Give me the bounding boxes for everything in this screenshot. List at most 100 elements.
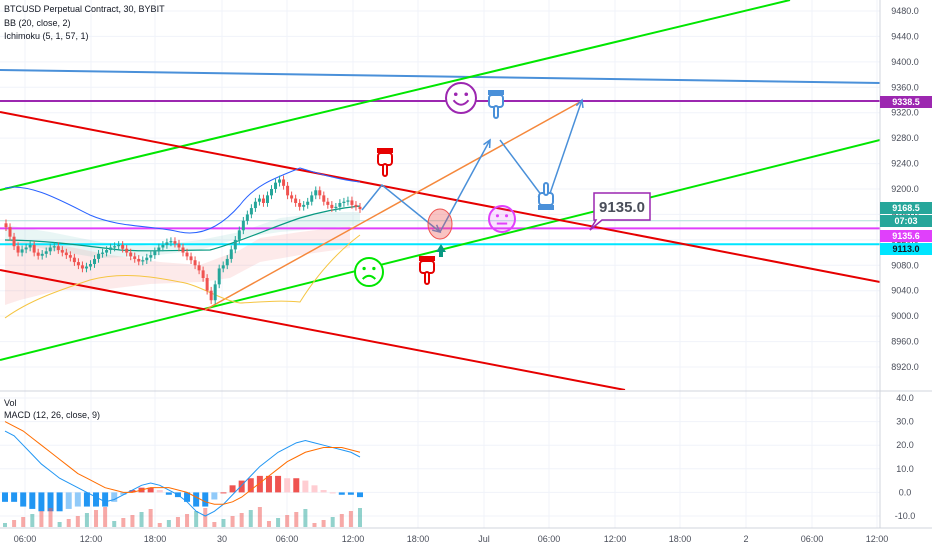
volume-bar bbox=[48, 508, 53, 527]
ichimoku-indicator-label[interactable]: Ichimoku (5, 1, 57, 1) bbox=[4, 31, 89, 41]
price-tick-label: 9320.0 bbox=[891, 108, 919, 118]
volume-bar bbox=[3, 523, 7, 527]
candle-body bbox=[201, 270, 205, 278]
macd-indicator-label[interactable]: MACD (12, 26, close, 9) bbox=[4, 410, 101, 420]
candle-body bbox=[32, 244, 36, 253]
candle-body bbox=[350, 200, 354, 205]
candle-body bbox=[314, 190, 318, 196]
happy-face-icon[interactable] bbox=[445, 82, 477, 114]
macd-histogram-bar bbox=[211, 492, 218, 500]
candle-body bbox=[161, 244, 165, 248]
macd-tick-label: 30.0 bbox=[896, 417, 914, 427]
candle-body bbox=[52, 246, 56, 248]
macd-histogram-bar bbox=[20, 492, 27, 507]
volume-bar bbox=[358, 508, 362, 527]
price-tag-bg bbox=[880, 96, 932, 108]
green-channel-top[interactable] bbox=[0, 0, 791, 191]
time-axis[interactable]: 06:00 12:00 18:00 30 06:00 12:00 18:00 Jul 06:00… bbox=[14, 534, 889, 544]
red-channel-bottom[interactable] bbox=[0, 269, 626, 390]
candle-body bbox=[72, 257, 76, 263]
neutral-face-icon[interactable] bbox=[488, 205, 516, 233]
pointing-hand-down-icon[interactable] bbox=[488, 90, 504, 119]
price-tag-label: 9113.0 bbox=[892, 244, 919, 254]
volume-bar bbox=[194, 511, 199, 527]
candle-body bbox=[245, 214, 249, 221]
candle-body bbox=[60, 250, 64, 253]
candle-body bbox=[342, 201, 346, 203]
price-tags: 9338.5 9168.5 07:03 9135.6 9113.0 bbox=[880, 96, 932, 255]
candle-body bbox=[261, 198, 265, 203]
price-tick-label: 9080.0 bbox=[891, 260, 919, 270]
pointing-hand-down-icon[interactable] bbox=[419, 256, 435, 285]
time-tick-label: 12:00 bbox=[342, 534, 365, 544]
price-callout[interactable]: 9135.0 bbox=[589, 192, 651, 231]
price-axis[interactable]: 9480.0 9440.0 9400.0 9360.0 9320.0 9280.0 9240… bbox=[891, 6, 919, 372]
pointing-hand-down-icon[interactable] bbox=[377, 148, 393, 177]
time-tick-label: 06:00 bbox=[14, 534, 37, 544]
candle-body bbox=[181, 247, 185, 253]
projection-arrow-1[interactable] bbox=[361, 183, 441, 233]
volume-bar bbox=[139, 512, 144, 527]
projection-arrow-2[interactable] bbox=[439, 139, 491, 233]
blue-trendline[interactable] bbox=[0, 69, 880, 84]
vol-indicator-label[interactable]: Vol bbox=[4, 398, 17, 408]
time-tick-label: 2 bbox=[743, 534, 748, 544]
pointing-hand-down-icon-finger bbox=[382, 163, 388, 177]
macd-histogram-bar bbox=[193, 492, 200, 507]
macd-histogram-bar bbox=[56, 492, 63, 512]
bb-indicator-label[interactable]: BB (20, close, 2) bbox=[4, 18, 71, 28]
volume-bar bbox=[12, 520, 17, 527]
sad-face-icon[interactable] bbox=[354, 257, 384, 287]
candle-body bbox=[322, 195, 326, 202]
candle-body bbox=[290, 195, 294, 199]
orange-trendline[interactable] bbox=[204, 101, 581, 311]
volume-bar bbox=[21, 517, 26, 527]
macd-histogram-bar bbox=[302, 480, 309, 493]
candle-body bbox=[217, 268, 221, 285]
volume-bar bbox=[157, 523, 162, 527]
candle-body bbox=[105, 250, 109, 253]
bb-basis bbox=[4, 205, 361, 252]
time-tick-label: 18:00 bbox=[407, 534, 430, 544]
time-tick-label: 18:00 bbox=[144, 534, 167, 544]
volume-bar bbox=[339, 514, 344, 527]
candle-body bbox=[197, 265, 201, 271]
candle-body bbox=[88, 264, 92, 267]
candle-body bbox=[40, 253, 44, 256]
happy-face-icon-mouth bbox=[452, 99, 470, 106]
sad-face-icon-face bbox=[354, 257, 384, 287]
macd-histogram-bar bbox=[83, 492, 90, 507]
price-tick-label: 9200.0 bbox=[891, 184, 919, 194]
candle-body bbox=[253, 201, 257, 209]
price-tick-label: 9480.0 bbox=[891, 6, 919, 16]
neutral-face-icon-eye bbox=[504, 214, 509, 218]
projection-arrow-3[interactable] bbox=[499, 139, 546, 201]
red-channel-top[interactable] bbox=[0, 111, 880, 283]
highlight-ellipse[interactable] bbox=[427, 208, 453, 240]
macd-histogram-bar bbox=[165, 492, 172, 495]
macd-tick-label: 0.0 bbox=[899, 487, 912, 497]
projection-arrow-4[interactable] bbox=[544, 99, 583, 209]
macd-histogram-bar bbox=[347, 492, 354, 495]
macd-axis[interactable]: 40.0 30.0 20.0 10.0 0.0 -10.0 bbox=[895, 393, 916, 521]
volume-bar bbox=[75, 516, 80, 527]
macd-histogram-bar bbox=[238, 480, 245, 493]
price-tick-label: 9400.0 bbox=[891, 57, 919, 67]
symbol-title[interactable]: BTCUSD Perpetual Contract, 30, BYBIT bbox=[4, 4, 165, 14]
candle-body bbox=[80, 265, 84, 269]
drawing-overlays[interactable]: 9135.0 bbox=[589, 192, 651, 231]
candle-body bbox=[274, 182, 278, 189]
projection-arrow-4-head bbox=[575, 98, 584, 109]
macd-pane[interactable] bbox=[0, 397, 880, 527]
pointing-hand-up-icon[interactable] bbox=[538, 182, 554, 210]
macd-histogram-bar bbox=[111, 492, 118, 502]
price-pane[interactable] bbox=[0, 0, 880, 390]
macd-line bbox=[4, 430, 361, 517]
candle-body bbox=[257, 198, 261, 202]
sad-face-icon-mouth bbox=[361, 274, 377, 280]
volume-bar bbox=[103, 507, 108, 527]
macd-histogram-bar bbox=[265, 475, 272, 493]
macd-histogram-bar bbox=[256, 475, 263, 493]
macd-histogram-bar bbox=[129, 490, 136, 493]
happy-face-icon-face bbox=[445, 82, 477, 114]
